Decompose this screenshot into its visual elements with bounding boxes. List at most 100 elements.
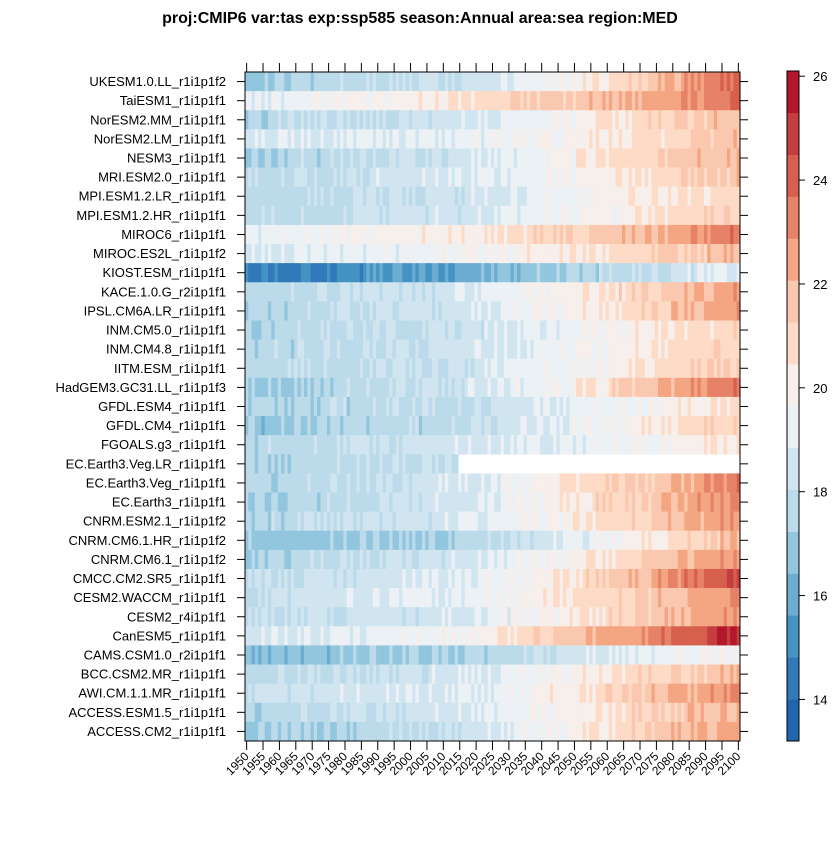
heatmap-cell	[346, 129, 351, 149]
heatmap-cell	[520, 167, 525, 187]
heatmap-cell	[441, 530, 446, 551]
heatmap-cell	[422, 301, 426, 321]
heatmap-cell	[674, 607, 679, 627]
heatmap-cell	[441, 167, 446, 187]
heatmap-cell	[467, 588, 472, 608]
heatmap-cell	[559, 205, 564, 226]
heatmap-cell	[536, 186, 541, 207]
heatmap-cell	[621, 568, 626, 589]
heatmap-cell	[267, 396, 272, 417]
heatmap-cell	[592, 549, 597, 570]
heatmap-cell	[730, 377, 734, 398]
heatmap-cell	[543, 435, 547, 455]
heatmap-cell	[422, 205, 426, 226]
heatmap-cell	[330, 473, 334, 493]
heatmap-cell	[736, 72, 741, 92]
heatmap-cell	[608, 282, 613, 302]
heatmap-cell	[458, 244, 462, 264]
heatmap-cell	[631, 320, 636, 340]
heatmap-cell	[703, 588, 708, 608]
heatmap-cell	[733, 205, 738, 226]
heatmap-cell	[267, 416, 272, 436]
heatmap-cell	[294, 377, 298, 398]
heatmap-cell	[556, 549, 561, 570]
heatmap-cell	[323, 473, 328, 493]
heatmap-cell	[392, 549, 397, 570]
heatmap-cell	[497, 224, 502, 245]
heatmap-cell	[569, 683, 574, 704]
heatmap-cell	[674, 148, 679, 168]
heatmap-cell	[720, 205, 725, 226]
heatmap-cell	[713, 72, 718, 92]
heatmap-cell	[520, 416, 525, 436]
heatmap-cell	[507, 110, 511, 130]
heatmap-cell	[431, 492, 436, 512]
heatmap-cell	[254, 167, 259, 187]
heatmap-cell	[608, 72, 613, 92]
heatmap-cell	[503, 416, 508, 436]
heatmap-cell	[366, 645, 370, 665]
heatmap-cell	[497, 530, 502, 551]
heatmap-cell	[595, 396, 600, 417]
heatmap-cell	[658, 607, 662, 627]
heatmap-cell	[333, 129, 338, 149]
heatmap-cell	[425, 110, 429, 130]
heatmap-cell	[458, 72, 462, 92]
heatmap-cell	[707, 110, 711, 130]
heatmap-cell	[651, 645, 656, 665]
heatmap-cell	[304, 377, 308, 398]
heatmap-cell	[566, 645, 570, 665]
heatmap-cell	[395, 377, 400, 398]
heatmap-cell	[700, 244, 705, 264]
heatmap-cell	[467, 396, 472, 417]
heatmap-cell	[490, 110, 495, 130]
heatmap-cell	[389, 396, 393, 417]
heatmap-cell	[654, 549, 659, 570]
heatmap-cell	[576, 683, 580, 704]
heatmap-cell	[697, 568, 702, 589]
heatmap-cell	[300, 549, 305, 570]
heatmap-cell	[431, 645, 436, 665]
heatmap-cell	[395, 244, 400, 264]
heatmap-cell	[530, 358, 534, 379]
heatmap-cell	[605, 607, 610, 627]
heatmap-cell	[326, 607, 331, 627]
heatmap-cell	[684, 205, 688, 226]
heatmap-cell	[274, 683, 279, 704]
heatmap-cell	[644, 186, 649, 207]
heatmap-cell	[330, 664, 334, 684]
heatmap-cell	[599, 72, 603, 92]
heatmap-row	[245, 148, 741, 168]
heatmap-cell	[556, 129, 561, 149]
heatmap-cell	[353, 702, 357, 723]
heatmap-cell	[621, 320, 626, 340]
heatmap-cell	[628, 358, 633, 379]
heatmap-cell	[290, 91, 295, 111]
heatmap-cell	[507, 339, 511, 360]
heatmap-cell	[664, 530, 669, 551]
heatmap-cell	[284, 339, 289, 360]
heatmap-cell	[349, 320, 354, 340]
heatmap-cell	[254, 110, 259, 130]
heatmap-cell	[503, 549, 508, 570]
heatmap-cell	[359, 377, 364, 398]
heatmap-cell	[310, 492, 315, 512]
heatmap-cell	[313, 244, 318, 264]
heatmap-cell	[651, 301, 656, 321]
heatmap-cell	[507, 263, 511, 283]
heatmap-cell	[481, 282, 485, 302]
heatmap-cell	[363, 492, 367, 512]
heatmap-cell	[402, 683, 407, 704]
heatmap-cell	[546, 492, 551, 512]
heatmap-cell	[720, 607, 725, 627]
heatmap-cell	[408, 148, 413, 168]
heatmap-cell	[300, 683, 305, 704]
heatmap-cell	[408, 129, 413, 149]
heatmap-cell	[700, 339, 705, 360]
heatmap-cell	[474, 377, 479, 398]
heatmap-cell	[697, 492, 702, 512]
heatmap-cell	[310, 186, 315, 207]
heatmap-cell	[730, 91, 734, 111]
heatmap-cell	[533, 626, 538, 646]
heatmap-cell	[402, 702, 407, 723]
